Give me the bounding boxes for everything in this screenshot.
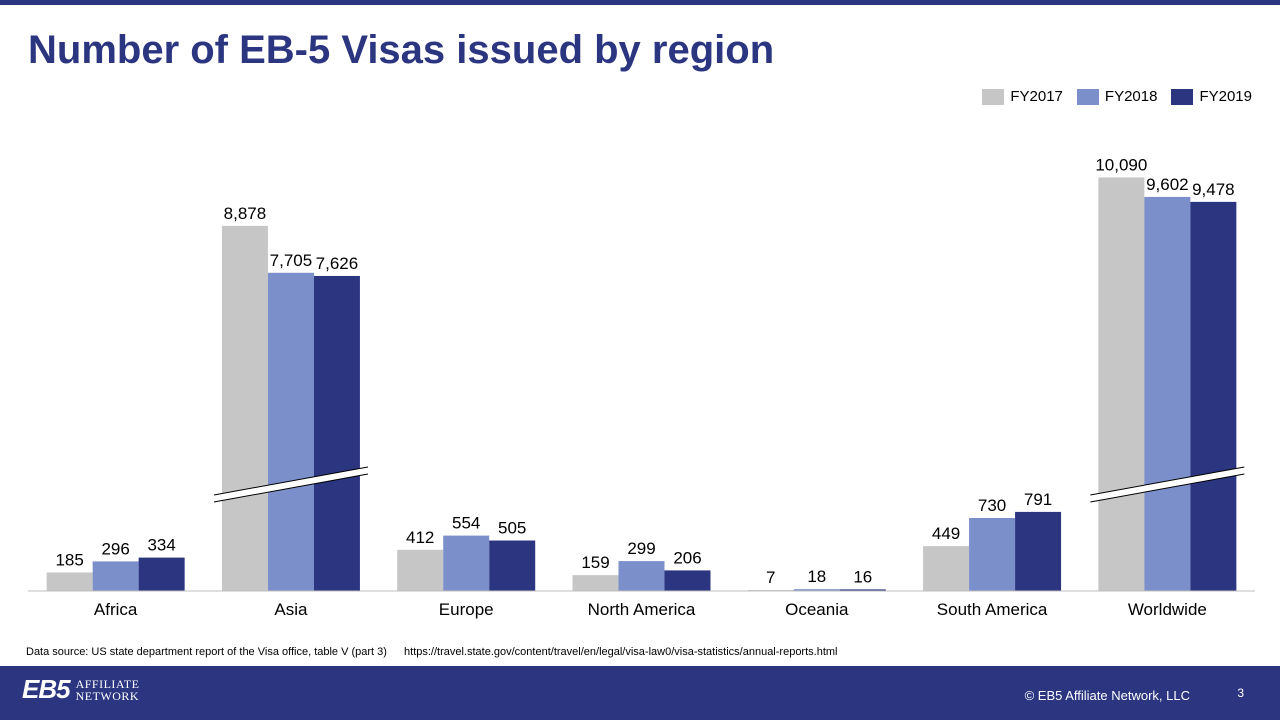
- data-label: 791: [1024, 490, 1052, 509]
- legend-swatch-fy2017: [982, 88, 1005, 105]
- axis-break-line: [213, 473, 369, 503]
- page-title: Number of EB-5 Visas issued by region: [28, 28, 775, 72]
- data-label: 159: [581, 553, 609, 572]
- legend-item-fy2019: FY2019: [1171, 88, 1252, 105]
- data-label: 9,602: [1146, 175, 1189, 194]
- data-label: 9,478: [1192, 180, 1235, 199]
- logo-mark: EB5: [22, 674, 71, 704]
- data-label: 7: [766, 568, 775, 587]
- data-label: 18: [807, 567, 826, 586]
- legend-swatch-fy2019: [1171, 88, 1194, 105]
- axis-break-gap: [1090, 467, 1245, 502]
- bar-europe-fy2017: [397, 549, 444, 591]
- axis-break-line: [213, 466, 369, 496]
- data-label: 554: [452, 514, 480, 533]
- source-url: https://travel.state.gov/content/travel/…: [404, 646, 838, 658]
- data-label: 10,090: [1095, 155, 1147, 174]
- bar-north-america-fy2019: [664, 570, 711, 591]
- data-label: 730: [978, 496, 1006, 515]
- footer-bar: [0, 668, 1280, 720]
- data-label: 206: [673, 548, 701, 567]
- source-text: Data source: US state department report …: [26, 646, 387, 658]
- data-label: 7,705: [270, 251, 313, 270]
- eb5-logo: EB5 AFFILIATE NETWORK: [22, 674, 139, 705]
- axis-break-gap: [213, 467, 368, 502]
- bar-south-america-fy2019: [1015, 511, 1062, 591]
- bar-africa-fy2019: [138, 557, 185, 591]
- top-rule: [0, 0, 1280, 5]
- axis-break-line: [1090, 473, 1245, 503]
- category-label: South America: [937, 600, 1048, 619]
- bar-europe-fy2018: [443, 535, 490, 591]
- data-label: 412: [406, 528, 434, 547]
- category-label: Europe: [439, 600, 494, 619]
- bar-north-america-fy2017: [572, 575, 619, 591]
- logo-words: AFFILIATE NETWORK: [76, 678, 140, 702]
- bar-worldwide-fy2019: [1190, 201, 1237, 591]
- data-label: 185: [55, 551, 83, 570]
- legend-label-fy2017: FY2017: [1010, 88, 1063, 105]
- data-label: 7,626: [316, 254, 359, 273]
- page-number: 3: [1237, 686, 1244, 700]
- legend-label-fy2019: FY2019: [1199, 88, 1252, 105]
- copyright-text: © EB5 Affiliate Network, LLC: [1024, 688, 1190, 703]
- bar-asia-fy2018: [267, 272, 314, 591]
- legend-item-fy2017: FY2017: [982, 88, 1063, 105]
- data-label: 505: [498, 519, 526, 538]
- bar-oceania-fy2018: [793, 589, 840, 591]
- axis-break-line: [1090, 466, 1245, 496]
- category-label: Africa: [94, 600, 138, 619]
- data-label: 299: [627, 539, 655, 558]
- bar-south-america-fy2017: [923, 546, 970, 591]
- legend-label-fy2018: FY2018: [1104, 88, 1158, 105]
- category-label: Worldwide: [1128, 600, 1207, 619]
- category-label: Asia: [274, 600, 308, 619]
- bar-asia-fy2019: [313, 275, 360, 591]
- legend-swatch-fy2018: [1076, 88, 1099, 105]
- bar-asia-fy2017: [221, 225, 268, 591]
- logo-line-2: NETWORK: [75, 688, 140, 703]
- logo-line-1: AFFILIATE: [75, 676, 140, 691]
- data-label: 16: [853, 567, 872, 586]
- bar-south-america-fy2018: [969, 518, 1016, 591]
- footer-rule: [0, 666, 1280, 668]
- data-source-note: Data source: US state department report …: [26, 646, 838, 658]
- bar-chart: 185 296 334 Africa 8,878 7,705 7,626 Asia 412 554…: [28, 155, 1255, 619]
- data-label: 296: [101, 539, 129, 558]
- category-label: Oceania: [785, 600, 849, 619]
- legend-item-fy2018: FY2018: [1076, 88, 1158, 105]
- bar-north-america-fy2018: [618, 561, 665, 591]
- category-label: North America: [588, 600, 696, 619]
- bar-europe-fy2019: [489, 540, 536, 591]
- data-label: 8,878: [224, 204, 267, 223]
- bar-oceania-fy2019: [839, 589, 886, 591]
- data-label: 334: [147, 536, 175, 555]
- bar-africa-fy2017: [46, 572, 93, 591]
- bar-worldwide-fy2017: [1098, 177, 1145, 591]
- bar-africa-fy2018: [92, 561, 139, 591]
- data-label: 449: [932, 524, 960, 543]
- chart-legend: FY2017 FY2018 FY2019: [982, 88, 1252, 105]
- bar-worldwide-fy2018: [1144, 196, 1191, 592]
